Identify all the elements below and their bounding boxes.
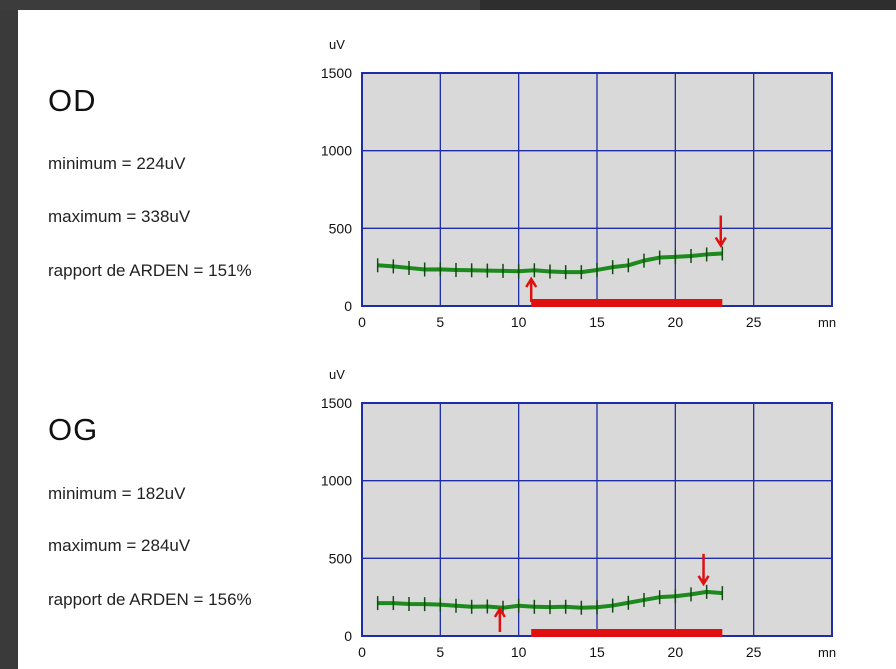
od-ytick-1500: 1500 [321,65,352,81]
od-xtick-0: 0 [358,314,366,330]
od-maximum: maximum = 338uV [48,207,191,226]
od-xtick-20: 20 [668,314,684,330]
top-bar [0,0,896,10]
od-xtick-10: 10 [511,314,527,330]
od-light-period-bar [531,299,723,307]
og-ytick-0: 0 [344,628,352,644]
eye-label-od: OD [48,83,97,118]
og-maximum: maximum = 284uV [48,536,191,555]
og-ytick-1000: 1000 [321,473,352,489]
od-ytick-500: 500 [329,220,353,236]
od-light-on-arrow [525,276,538,302]
od-x-unit: mn [818,315,836,330]
og-xtick-10: 10 [511,644,527,660]
og-minimum: minimum = 182uV [48,484,186,503]
od-ytick-1000: 1000 [321,143,352,159]
og-light-on-arrow [493,606,506,632]
og-y-unit: uV [329,367,345,382]
od-minimum: minimum = 224uV [48,154,186,173]
od-xtick-5: 5 [436,314,444,330]
og-ytick-1500: 1500 [321,395,352,411]
og-peak-arrow [697,553,710,587]
od-xtick-15: 15 [589,314,605,330]
og-xtick-5: 5 [436,644,444,660]
od-peak-arrow [714,215,727,248]
og-xtick-20: 20 [668,644,684,660]
top-bar-highlight [480,0,896,10]
og-x-unit: mn [818,645,836,660]
od-arden-ratio: rapport de ARDEN = 151% [48,261,252,280]
od-y-unit: uV [329,37,345,52]
og-xtick-15: 15 [589,644,605,660]
og-xtick-0: 0 [358,644,366,660]
od-xtick-25: 25 [746,314,762,330]
eye-label-og: OG [48,412,99,447]
og-ytick-500: 500 [329,550,353,566]
od-ytick-0: 0 [344,298,352,314]
og-light-period-bar [531,629,723,637]
og-xtick-25: 25 [746,644,762,660]
og-arden-ratio: rapport de ARDEN = 156% [48,590,252,609]
